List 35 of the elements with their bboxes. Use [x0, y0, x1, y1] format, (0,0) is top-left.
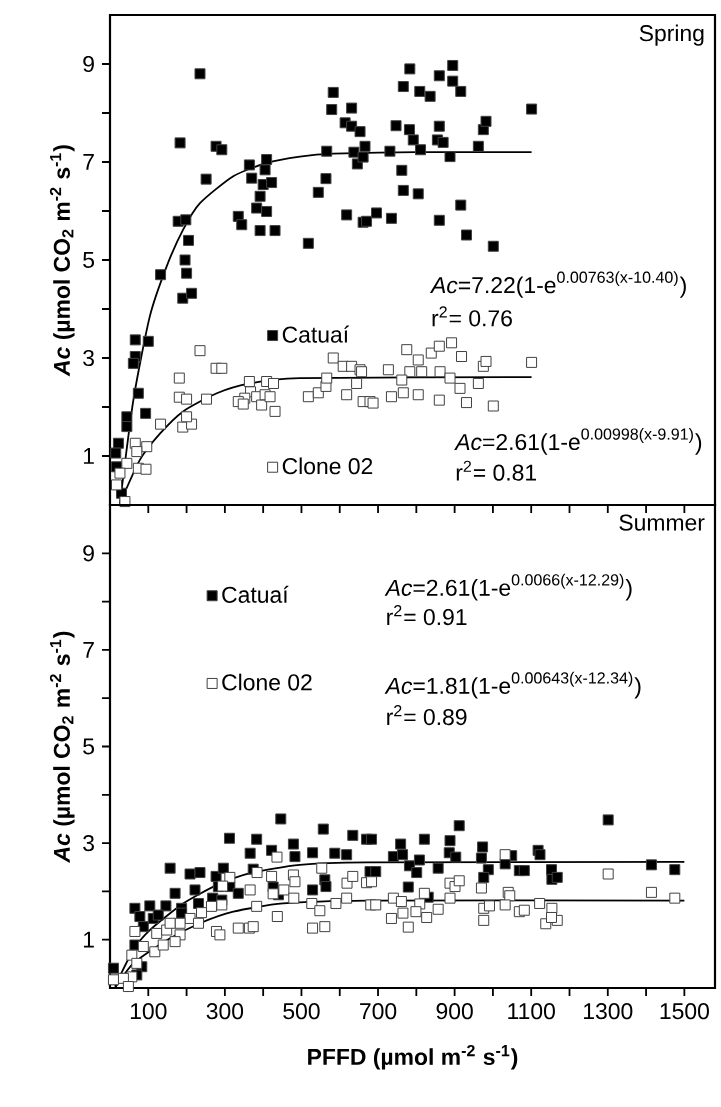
annotation: r$^{2}$= 0.89 [387, 705, 467, 726]
y-tick-label: 9 [83, 55, 94, 73]
legend-label: Catuaí [282, 325, 350, 343]
chart-title: Spring [639, 24, 704, 46]
x-tick-label: 1100 [508, 1003, 555, 1020]
annotation: r$^{2}$= 0.76 [432, 306, 512, 327]
annotation: r$^{2}$= 0.91 [387, 605, 467, 626]
y-tick-label: 1 [83, 448, 94, 464]
annotation: $\textit{Ac}\text{=2.61(1-e}^{\text{0.00998(x-9.91)}}\text{)}$ [454, 427, 702, 455]
x-tick-label: 1300 [584, 1003, 633, 1020]
x-tick-label: 700 [360, 1003, 397, 1020]
y-tick-label: 3 [83, 834, 94, 852]
annotation: r$^{2}$= 0.81 [456, 460, 537, 481]
x-tick-label: 900 [436, 1003, 473, 1020]
annotation: $\textit{Ac}\text{=7.22(1-e}^{\text{0.00763(x-10.40)}}\text{)}$ [429, 271, 686, 298]
x-tick-label: 1500 [660, 1003, 709, 1020]
y-tick-label: 3 [83, 349, 94, 367]
y-axis-title: Ac (µmol CO$_{2}$ m$^{-2}$ s$^{-1}$) [49, 145, 75, 377]
y-tick-label: 5 [83, 738, 94, 755]
y-tick-label: 7 [83, 642, 94, 658]
y-axis-title: Ac (µmol CO$_{2}$ m$^{-2}$ s$^{-1}$) [49, 631, 75, 863]
legend-label: Clone 02 [222, 673, 312, 691]
x-tick-label: 500 [283, 1003, 320, 1020]
y-tick-label: 7 [83, 154, 94, 170]
legend-label: Catuaí [222, 585, 289, 603]
annotation: $\textit{Ac}\text{=1.81(1-e}^{\text{0.00643(x-12.34)}}\text{)}$ [384, 671, 641, 699]
y-tick-label: 9 [83, 545, 94, 562]
x-tick-label: 100 [130, 1003, 167, 1020]
x-tick-label: 300 [206, 1003, 244, 1020]
x-axis-title: PFFD (µmol m$^{-2}$ s$^{-1}$) [308, 1044, 518, 1070]
chart-title: Summer [619, 514, 705, 531]
y-tick-label: 5 [83, 252, 94, 268]
annotation: $\textit{Ac}\text{=2.61(1-e}^{\text{0.0066(x-12.29)}}\text{)}$ [384, 573, 632, 601]
y-tick-label: 1 [83, 931, 94, 948]
legend-label: Clone 02 [282, 457, 373, 475]
